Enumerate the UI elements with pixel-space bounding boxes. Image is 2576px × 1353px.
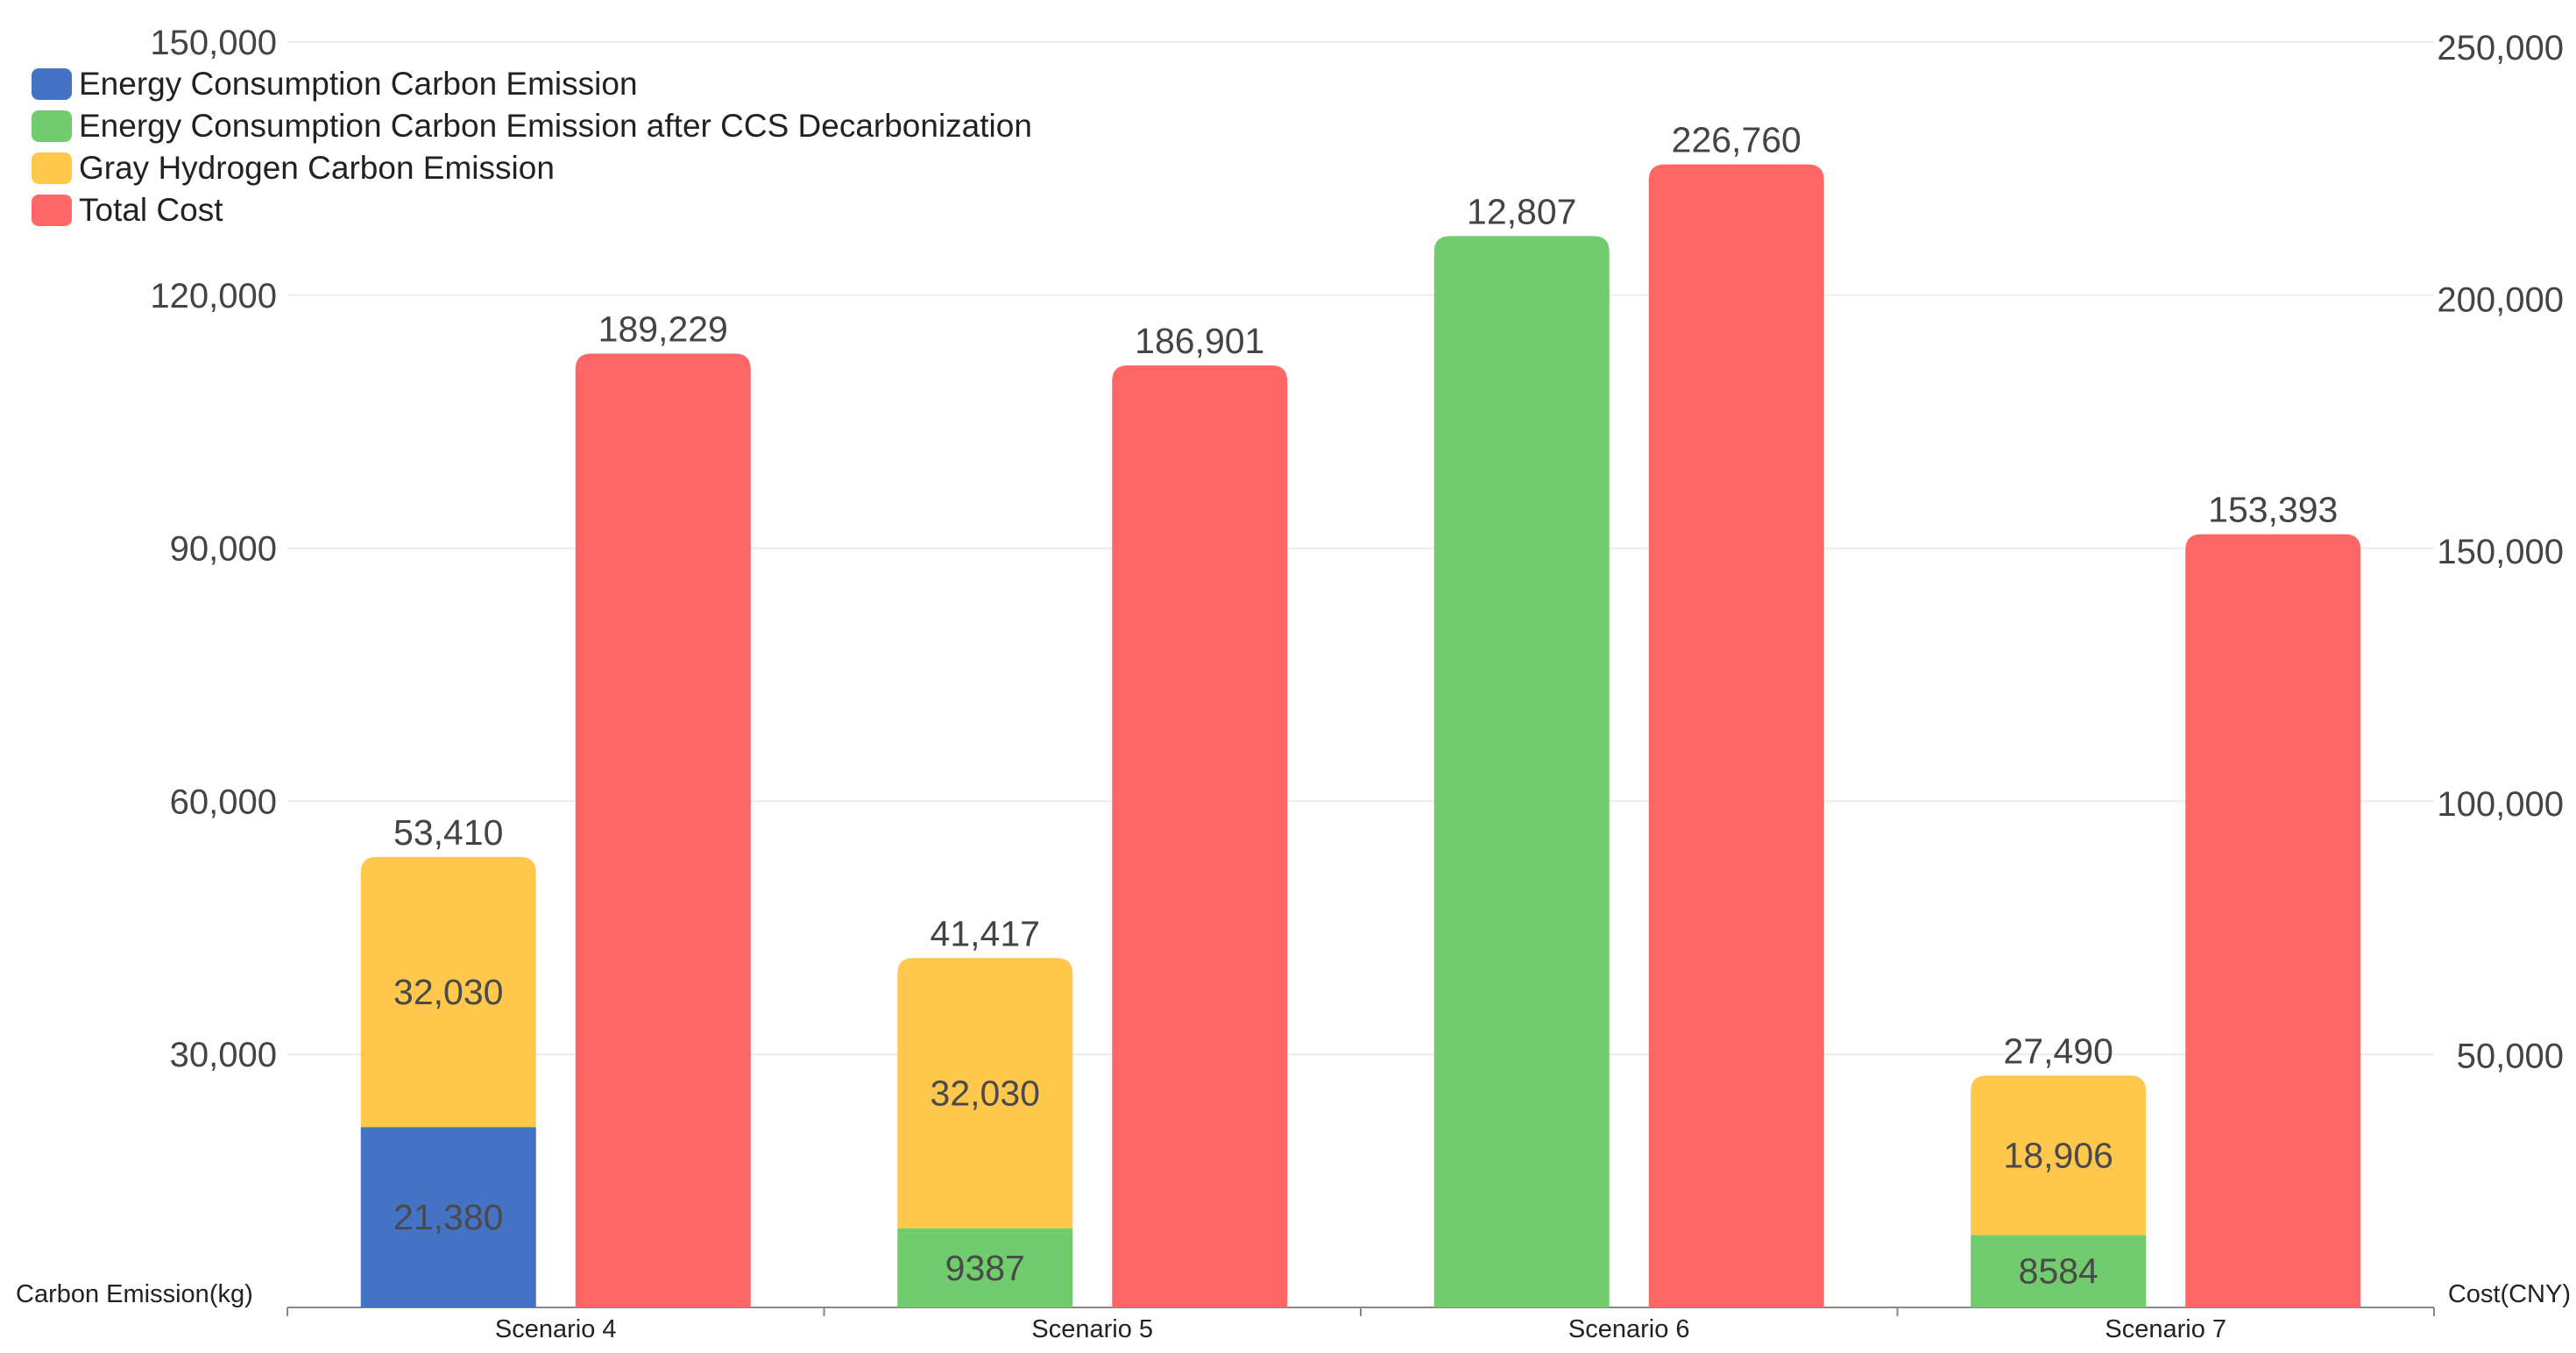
left-axis-tick-label: 120,000 <box>150 277 277 315</box>
bar-segment <box>1433 236 1610 1307</box>
right-axis-title: Cost(CNY) <box>2448 1280 2571 1308</box>
category-labels: Scenario 4 Scenario 5 Scenario 6 Scenario 7 <box>495 1315 2226 1343</box>
right-axis-tick-label: 50,000 <box>2457 1037 2564 1075</box>
category-label: Scenario 6 <box>1568 1315 1690 1343</box>
category-label: Scenario 7 <box>2105 1315 2226 1343</box>
segment-value-label: 9387 <box>945 1248 1025 1288</box>
category-label: Scenario 4 <box>495 1315 617 1343</box>
cost-value-label: 226,760 <box>1672 120 1801 160</box>
legend-swatch <box>32 68 72 100</box>
segment-value-label: 32,030 <box>931 1073 1040 1113</box>
segment-value-label: 8584 <box>2019 1251 2098 1292</box>
legend-swatch <box>32 110 72 142</box>
legend-label: Total Cost <box>79 192 223 228</box>
emission-total-label: 12,807 <box>1467 191 1576 231</box>
bar-segment <box>897 1228 1073 1307</box>
cost-bar <box>575 353 751 1307</box>
legend: Energy Consumption Carbon Emission Energy… <box>32 66 1032 228</box>
cost-bar <box>1112 365 1288 1307</box>
cost-value-label: 153,393 <box>2208 490 2338 530</box>
cost-bar <box>1648 164 1824 1307</box>
bar-segment <box>360 856 536 1128</box>
left-axis-tick-label: 150,000 <box>150 24 277 62</box>
segment-value-label: 21,380 <box>393 1197 503 1237</box>
cost-value-label: 186,901 <box>1135 321 1264 361</box>
left-axis-tick-label: 60,000 <box>170 783 277 821</box>
emission-total-label: 41,417 <box>931 913 1040 953</box>
bar-segment <box>1971 1235 2147 1307</box>
bar-segment <box>897 958 1073 1229</box>
legend-swatch <box>32 195 72 226</box>
legend-label: Energy Consumption Carbon Emission <box>79 66 638 102</box>
right-axis-tick-label: 200,000 <box>2437 281 2564 320</box>
emission-total-label: 53,410 <box>393 812 503 853</box>
legend-label: Energy Consumption Carbon Emission after… <box>79 108 1032 144</box>
cost-value-label: 189,229 <box>598 309 728 350</box>
x-axis-ticks <box>287 1307 2435 1316</box>
left-axis-tick-label: 30,000 <box>170 1036 277 1074</box>
legend-swatch <box>32 152 72 184</box>
bar-segment <box>1971 1075 2147 1236</box>
right-axis-tick-labels: 50,000 100,000 150,000 200,000 250,000 <box>2437 29 2564 1075</box>
right-axis-tick-label: 150,000 <box>2437 533 2564 571</box>
segment-value-label: 18,906 <box>2004 1135 2113 1175</box>
cost-bar <box>2185 534 2361 1307</box>
left-axis-tick-label: 90,000 <box>170 530 277 569</box>
bar-segment <box>360 1127 536 1307</box>
left-axis-title: Carbon Emission(kg) <box>16 1280 253 1308</box>
bars: 21,380 32,030 53,410 189,229 9387 32,030 41,41… <box>360 120 2361 1307</box>
segment-value-label: 32,030 <box>393 972 503 1012</box>
category-label: Scenario 5 <box>1031 1315 1153 1343</box>
left-axis-tick-labels: 30,000 60,000 90,000 120,000 150,000 <box>150 24 277 1074</box>
legend-label: Gray Hydrogen Carbon Emission <box>79 150 555 186</box>
right-axis-tick-label: 250,000 <box>2437 29 2564 67</box>
right-axis-tick-label: 100,000 <box>2437 785 2564 824</box>
emission-total-label: 27,490 <box>2004 1031 2113 1071</box>
